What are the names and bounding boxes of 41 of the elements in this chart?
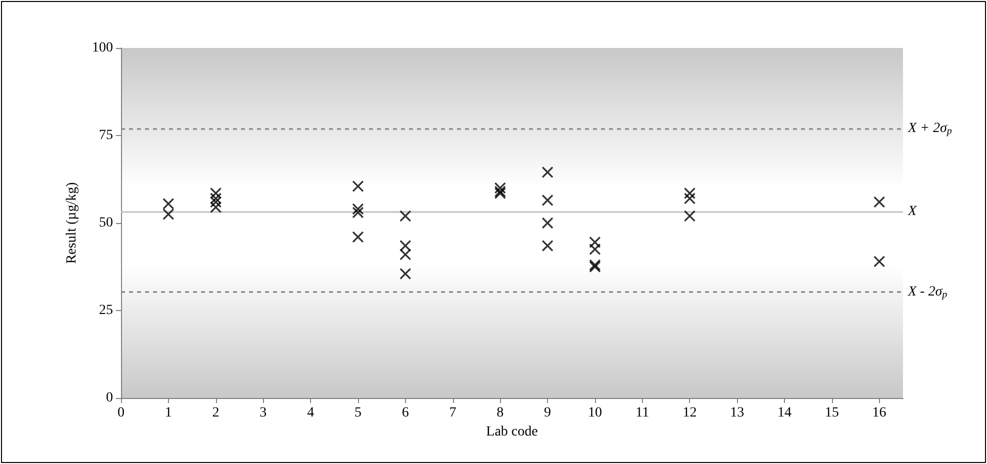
x-tick-label: 16 — [872, 406, 886, 420]
x-axis-title: Lab code — [486, 424, 538, 440]
x-tick-label: 12 — [682, 406, 697, 420]
point — [684, 210, 696, 222]
x-tick-label: 2 — [212, 406, 220, 420]
point — [494, 182, 506, 194]
y-tick-label: 100 — [92, 40, 113, 56]
point — [352, 206, 364, 218]
y-tick-label: 0 — [106, 390, 113, 406]
y-tick-label: 75 — [99, 128, 113, 143]
x-tick-label: 5 — [354, 406, 362, 420]
point — [400, 268, 412, 280]
y-axis-title: Result (µg/kg) — [64, 182, 80, 264]
x-tick-label: 14 — [778, 406, 792, 420]
point — [352, 203, 364, 215]
x-tick-label: 0 — [118, 406, 124, 420]
x-tick-label: 11 — [636, 406, 650, 420]
point — [542, 217, 554, 229]
x-tick-label: 7 — [449, 406, 456, 420]
x-tick-label: 9 — [544, 406, 552, 420]
y-tick-label: 50 — [99, 216, 113, 230]
point — [542, 240, 554, 252]
point — [400, 210, 412, 222]
x-tick-label: 15 — [824, 406, 839, 420]
x-tick-label: 4 — [307, 406, 314, 420]
x-tick-label: 8 — [496, 406, 504, 420]
point — [684, 192, 696, 204]
x-tick-label: 10 — [588, 406, 602, 420]
y-tick-label: 25 — [99, 303, 113, 318]
x-tick-label: 13 — [730, 406, 744, 420]
point — [874, 196, 886, 208]
x-tick-label: 1 — [164, 406, 172, 420]
point — [684, 187, 696, 200]
point — [542, 166, 554, 178]
x-tick-label: 3 — [260, 406, 267, 420]
point — [352, 180, 364, 192]
point — [874, 256, 886, 268]
x-tick-label: 6 — [402, 406, 409, 420]
point — [352, 231, 364, 243]
ref-line-label: X — [907, 204, 917, 219]
point — [542, 194, 554, 206]
